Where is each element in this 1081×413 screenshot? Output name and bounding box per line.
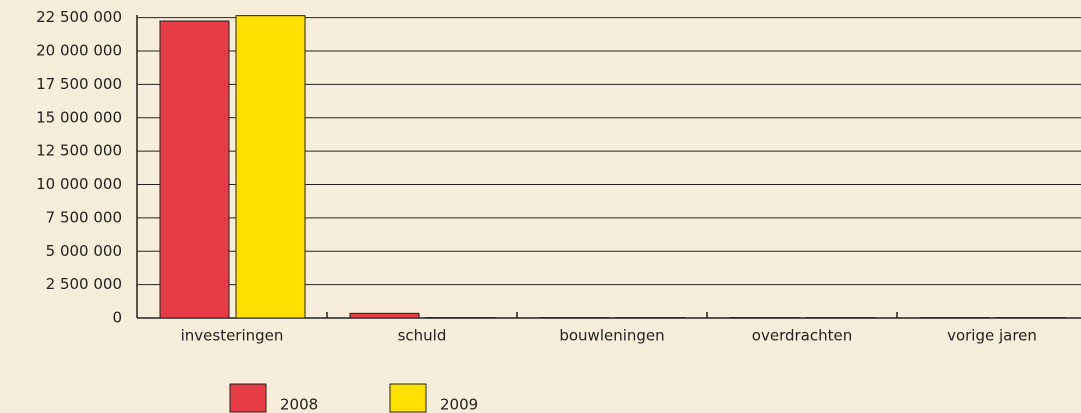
legend-label: 2009 [440, 396, 478, 413]
y-tick-label: 15 000 000 [36, 108, 122, 126]
legend-swatch [229, 383, 267, 413]
x-tick-label: schuld [398, 327, 447, 345]
x-tick-label: overdrachten [752, 327, 852, 345]
y-tick-label: 0 [112, 309, 122, 327]
bar [349, 312, 420, 319]
x-tick-label: vorige jaren [947, 327, 1037, 345]
x-tick-label: bouwleningen [559, 327, 664, 345]
y-tick-label: 5 000 000 [46, 242, 122, 260]
y-tick-label: 10 000 000 [36, 175, 122, 193]
bar [159, 20, 230, 319]
legend-swatch [389, 383, 427, 413]
bar [235, 15, 306, 319]
y-tick-label: 2 500 000 [46, 275, 122, 293]
y-tick-label: 12 500 000 [36, 142, 122, 160]
y-tick-label: 20 000 000 [36, 42, 122, 60]
y-tick-label: 22 500 000 [36, 8, 122, 26]
x-tick-label: investeringen [181, 327, 284, 345]
y-tick-label: 17 500 000 [36, 75, 122, 93]
legend-label: 2008 [280, 396, 318, 413]
y-tick-label: 7 500 000 [46, 208, 122, 226]
